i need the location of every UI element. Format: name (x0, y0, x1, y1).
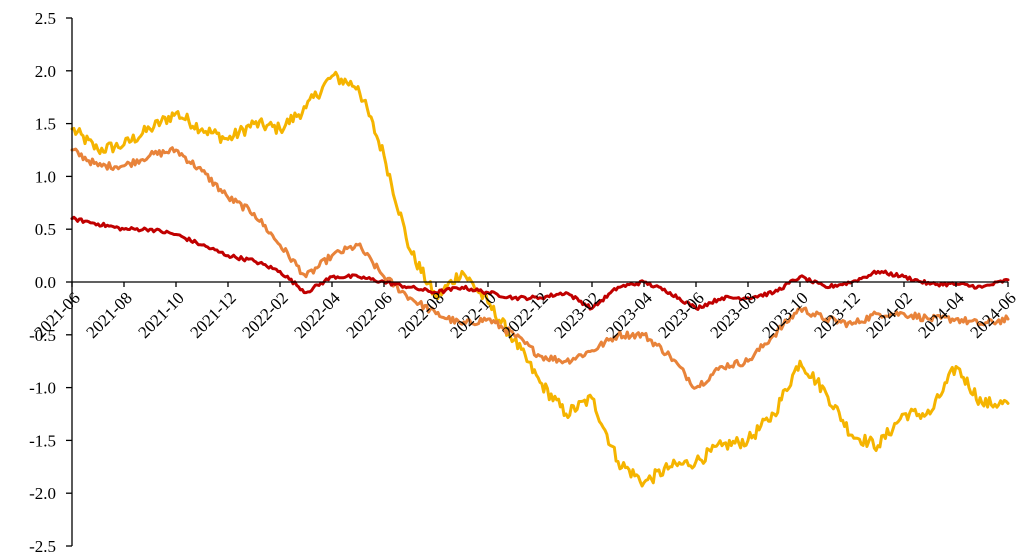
x-tick-label: 2021-08 (82, 288, 136, 342)
series-layer (70, 70, 1010, 488)
x-tick-label: 2022-06 (342, 288, 396, 342)
y-tick-label: 2.5 (35, 9, 56, 28)
y-tick-label: 1.5 (35, 115, 56, 134)
x-tick-layer: 2021-062021-082021-102021-122022-022022-… (30, 282, 1020, 342)
y-tick-label: 0.0 (35, 273, 56, 292)
y-tick-label: -2.5 (29, 537, 56, 556)
x-tick-label: 2022-10 (446, 288, 500, 342)
x-tick-label: 2021-06 (30, 288, 84, 342)
y-tick-label: 2.0 (35, 62, 56, 81)
y-tick-label: -1.0 (29, 379, 56, 398)
y-tick-layer: -2.5 -2.0 -1.5 -1.0 -0.5 0.0 0.5 1.0 1.5 2.0 2.5 (29, 9, 72, 556)
y-tick-label: -0.5 (29, 326, 56, 345)
x-tick-label: 2021-12 (186, 288, 240, 342)
series-line-2 (70, 146, 1010, 390)
y-tick-label: -2.0 (29, 484, 56, 503)
y-tick-label: -1.5 (29, 431, 56, 450)
x-tick-label: 2023-06 (654, 288, 708, 342)
x-tick-label: 2021-10 (134, 288, 188, 342)
x-tick-label: 2022-04 (290, 288, 344, 342)
series-line-1 (70, 70, 1010, 488)
x-tick-label: 2022-02 (238, 288, 292, 342)
x-tick-label: 2024-06 (966, 288, 1020, 342)
x-tick-label: 2024-04 (914, 288, 968, 342)
x-tick-label: 2023-08 (706, 288, 760, 342)
y-tick-label: 0.5 (35, 220, 56, 239)
y-tick-label: 1.0 (35, 167, 56, 186)
